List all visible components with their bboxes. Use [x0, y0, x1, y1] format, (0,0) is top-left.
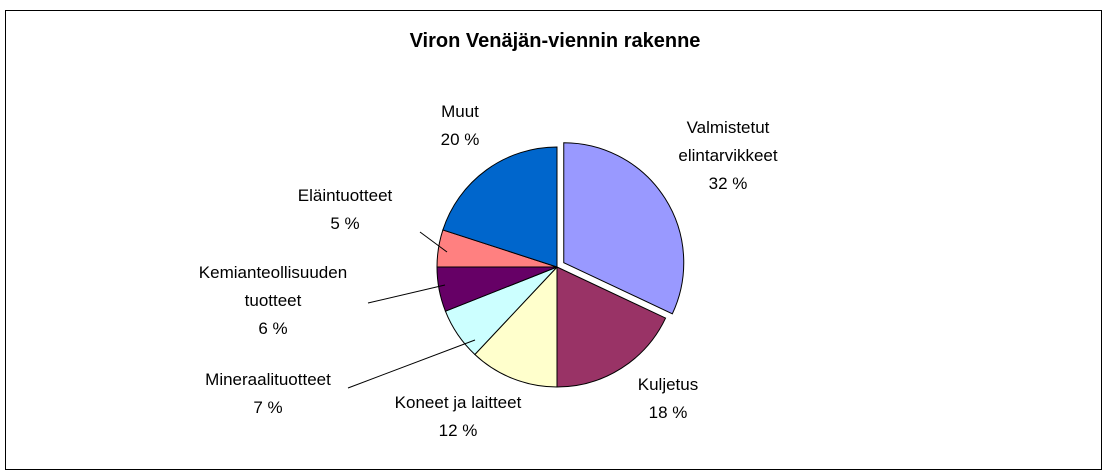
leader-line: [367, 284, 446, 304]
value-label: 18 %: [648, 403, 688, 422]
value-label: 6 %: [258, 319, 288, 338]
pie-slice: [442, 146, 558, 268]
page: {"chart_data": {"type": "pie", "title": …: [5, 10, 1102, 470]
slice-label: Muut 20 %: [441, 98, 480, 154]
leader-line: [419, 231, 448, 253]
category-label: Kuljetus: [637, 375, 699, 394]
slice-label: Koneet ja laitteet 12 %: [395, 389, 522, 445]
slice-label: Kemianteollisuuden tuotteet 6 %: [173, 259, 373, 343]
slice-label: Mineraalituotteet 7 %: [205, 366, 331, 422]
category-label: Mineraalituotteet: [205, 370, 331, 389]
slice-label: Valmistetut elintarvikkeet 32 %: [658, 114, 798, 198]
category-label: Muut: [441, 102, 479, 121]
chart: [347, 142, 685, 389]
category-label: Eläintuotteet: [297, 186, 393, 205]
value-label: 32 %: [708, 174, 748, 193]
pie-slice: [556, 266, 667, 388]
value-label: 20 %: [440, 130, 480, 149]
pie-slice: [474, 265, 558, 388]
pie-slice: [563, 142, 685, 315]
category-label: Kemianteollisuuden tuotteet: [198, 263, 348, 310]
chart-title: Viron Venäjän-viennin rakenne: [409, 30, 701, 52]
category-label: Valmistetut elintarvikkeet: [678, 118, 778, 165]
slice-label: Kuljetus 18 %: [638, 371, 698, 427]
value-label: 5 %: [330, 214, 360, 233]
slice-label: Eläintuotteet 5 %: [298, 182, 393, 238]
value-label: 12 %: [438, 421, 478, 440]
category-label: Koneet ja laitteet: [394, 393, 522, 412]
leader-line: [347, 339, 476, 389]
value-label: 7 %: [253, 398, 283, 417]
